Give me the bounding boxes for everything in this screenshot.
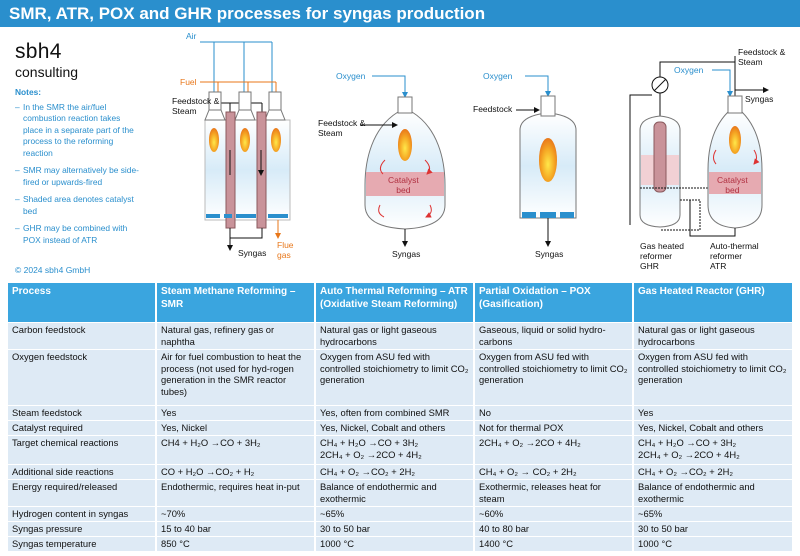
row-label: Syngas temperature — [8, 537, 155, 551]
label: Feedstock & Steam — [738, 47, 786, 67]
table-cell: 2CH₄ + O₂ →2CO + 4H₂ — [475, 436, 632, 464]
table-cell: 15 to 40 bar — [157, 522, 314, 536]
label: Catalyst bed — [717, 175, 748, 195]
table-cell: Oxygen from ASU fed with controlled stoi… — [475, 350, 632, 405]
table-cell: 1000 °C — [316, 537, 473, 551]
table-cell: ~60% — [475, 507, 632, 521]
comparison-table: Process Steam Methane Reforming – SMR Auto… — [8, 283, 792, 551]
table-cell: Yes — [157, 406, 314, 420]
table-cell: Not for thermal POX — [475, 421, 632, 435]
table-cell: ~65% — [316, 507, 473, 521]
label: Auto-thermal reformer ATR — [710, 241, 759, 271]
table-cell: Balance of endothermic and exothermic — [634, 480, 792, 506]
table-cell: CH₄ + O₂ → CO₂ + 2H₂ — [475, 465, 632, 479]
table-cell: 40 to 80 bar — [475, 522, 632, 536]
label: Fuel — [180, 77, 197, 87]
table-cell: Yes, Nickel, Cobalt and others — [634, 421, 792, 435]
label: Catalyst bed — [388, 175, 419, 195]
table-cell: 30 to 50 bar — [634, 522, 792, 536]
table-cell: CO + H₂O →CO₂ + H₂ — [157, 465, 314, 479]
header-cell: Steam Methane Reforming – SMR — [157, 283, 314, 322]
table-cell: 850 °C — [157, 537, 314, 551]
table-cell: Air for fuel combustion to heat the proc… — [157, 350, 314, 405]
table-cell: CH₄ + O₂ →CO₂ + 2H₂ — [634, 465, 792, 479]
label: Oxygen — [483, 71, 513, 81]
header-cell: Process — [8, 283, 155, 322]
row-label: Steam feedstock — [8, 406, 155, 420]
label: Flue gas — [277, 240, 294, 260]
label: Feedstock — [473, 104, 513, 114]
note: In the SMR the air/fuel combustion react… — [15, 102, 140, 160]
table-cell: Gaseous, liquid or solid hydro-carbons — [475, 323, 632, 349]
logo-sub: consulting — [15, 64, 79, 80]
row-label: Hydrogen content in syngas — [8, 507, 155, 521]
note: GHR may be combined with POX instead of … — [15, 223, 140, 246]
page-title: SMR, ATR, POX and GHR processes for syng… — [9, 4, 486, 23]
table-cell: CH₄ + O₂ →CO₂ + 2H₂ — [316, 465, 473, 479]
label: Syngas — [392, 249, 421, 259]
table-cell: Yes, Nickel, Cobalt and others — [316, 421, 473, 435]
label: Feedstock & Steam — [318, 118, 366, 138]
label: Oxygen — [336, 71, 366, 81]
table-cell: Yes — [634, 406, 792, 420]
label: Syngas — [535, 249, 564, 259]
header-cell: Gas Heated Reactor (GHR) — [634, 283, 792, 322]
table-cell: CH₄ + H₂O →CO + 3H₂ 2CH₄ + O₂ →2CO + 4H₂ — [634, 436, 792, 464]
note: SMR may alternatively be side-fired or u… — [15, 165, 140, 188]
header-bar — [0, 0, 800, 27]
label: Feedstock & Steam — [172, 96, 220, 116]
row-label: Target chemical reactions — [8, 436, 155, 464]
table-cell: Natural gas or light gaseous hydrocarbon… — [634, 323, 792, 349]
table-cell: Yes, Nickel — [157, 421, 314, 435]
header-cell: Partial Oxidation – POX (Gasification) — [475, 283, 632, 322]
row-label: Catalyst required — [8, 421, 155, 435]
ghr-diagram — [629, 56, 768, 237]
atr-diagram — [360, 75, 446, 247]
row-label: Syngas pressure — [8, 522, 155, 536]
row-label: Energy required/released — [8, 480, 155, 506]
table-cell: CH4 + H₂O →CO + 3H₂ — [157, 436, 314, 464]
table-cell: Natural gas or light gaseous hydrocarbon… — [316, 323, 473, 349]
table-cell: ~70% — [157, 507, 314, 521]
header-cell: Auto Thermal Reforming – ATR (Oxidative … — [316, 283, 473, 322]
copyright: © 2024 sbh4 GmbH — [15, 265, 91, 275]
notes-title: Notes: — [15, 87, 42, 97]
table-cell: 30 to 50 bar — [316, 522, 473, 536]
table-cell: No — [475, 406, 632, 420]
label: Gas heated reformer GHR — [640, 241, 684, 271]
pox-diagram — [516, 75, 577, 247]
table-cell: Endothermic, requires heat in-put — [157, 480, 314, 506]
table-cell: Balance of endothermic and exothermic — [316, 480, 473, 506]
row-label: Oxygen feedstock — [8, 350, 155, 405]
row-label: Additional side reactions — [8, 465, 155, 479]
process-diagrams — [200, 41, 800, 251]
table-cell: Oxygen from ASU fed with controlled stoi… — [316, 350, 473, 405]
table-cell: ~65% — [634, 507, 792, 521]
label: Oxygen — [674, 65, 704, 75]
notes: Notes: In the SMR the air/fuel combustio… — [15, 87, 140, 252]
label: Syngas — [238, 248, 267, 258]
table-cell: Exothermic, releases heat for steam — [475, 480, 632, 506]
table-cell: CH₄ + H₂O →CO + 3H₂ 2CH₄ + O₂ →2CO + 4H₂ — [316, 436, 473, 464]
note: Shaded area denotes catalyst bed — [15, 194, 140, 217]
table-cell: Oxygen from ASU fed with controlled stoi… — [634, 350, 792, 405]
table-cell: Yes, often from combined SMR — [316, 406, 473, 420]
logo: sbh4 — [15, 40, 62, 63]
row-label: Carbon feedstock — [8, 323, 155, 349]
table-cell: Natural gas, refinery gas or naphtha — [157, 323, 314, 349]
table-cell: 1400 °C — [475, 537, 632, 551]
smr-diagram — [200, 41, 291, 251]
label: Syngas — [745, 94, 774, 104]
table-cell: 1000 °C — [634, 537, 792, 551]
label: Air — [186, 31, 197, 41]
